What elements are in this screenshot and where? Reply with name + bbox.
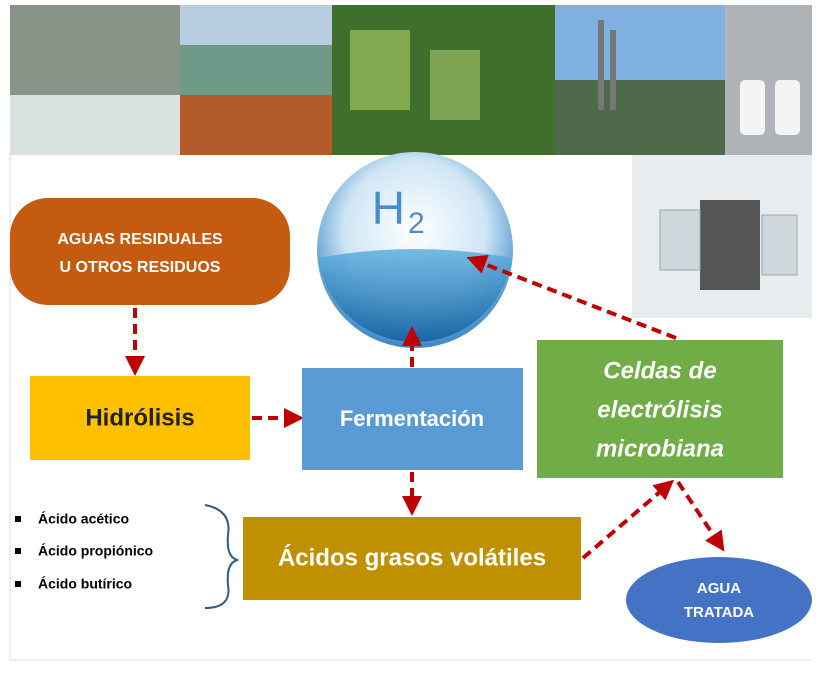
h2-sphere: H 2: [317, 152, 513, 348]
water-ellipse: [626, 557, 812, 643]
product-item: Ácido acético: [38, 511, 129, 527]
h2-symbol: H: [372, 182, 405, 234]
fermentation-label: Fermentación: [340, 406, 484, 431]
acids-label: Ácidos grasos volátiles: [278, 543, 546, 571]
h2-subscript: 2: [408, 207, 425, 240]
source-box: [10, 198, 290, 305]
source-label: AGUAS RESIDUALES: [57, 231, 223, 248]
water-label: AGUA: [697, 580, 741, 597]
diagram: H 2 AGUAS RESIDUALES U OTROS RESIDUOS Hi…: [0, 0, 827, 675]
brace: [205, 505, 238, 608]
product-item: Ácido butírico: [38, 576, 132, 592]
product-item: Ácido propiónico: [38, 543, 153, 559]
cells-label: electrólisis: [597, 396, 722, 423]
hydrolysis-label: Hidrólisis: [85, 404, 194, 431]
source-label: U OTROS RESIDUOS: [60, 259, 221, 276]
products-list: [15, 516, 21, 587]
cells-label: microbiana: [596, 435, 724, 462]
cells-label: Celdas de: [603, 357, 716, 384]
water-label: TRATADA: [684, 604, 754, 621]
